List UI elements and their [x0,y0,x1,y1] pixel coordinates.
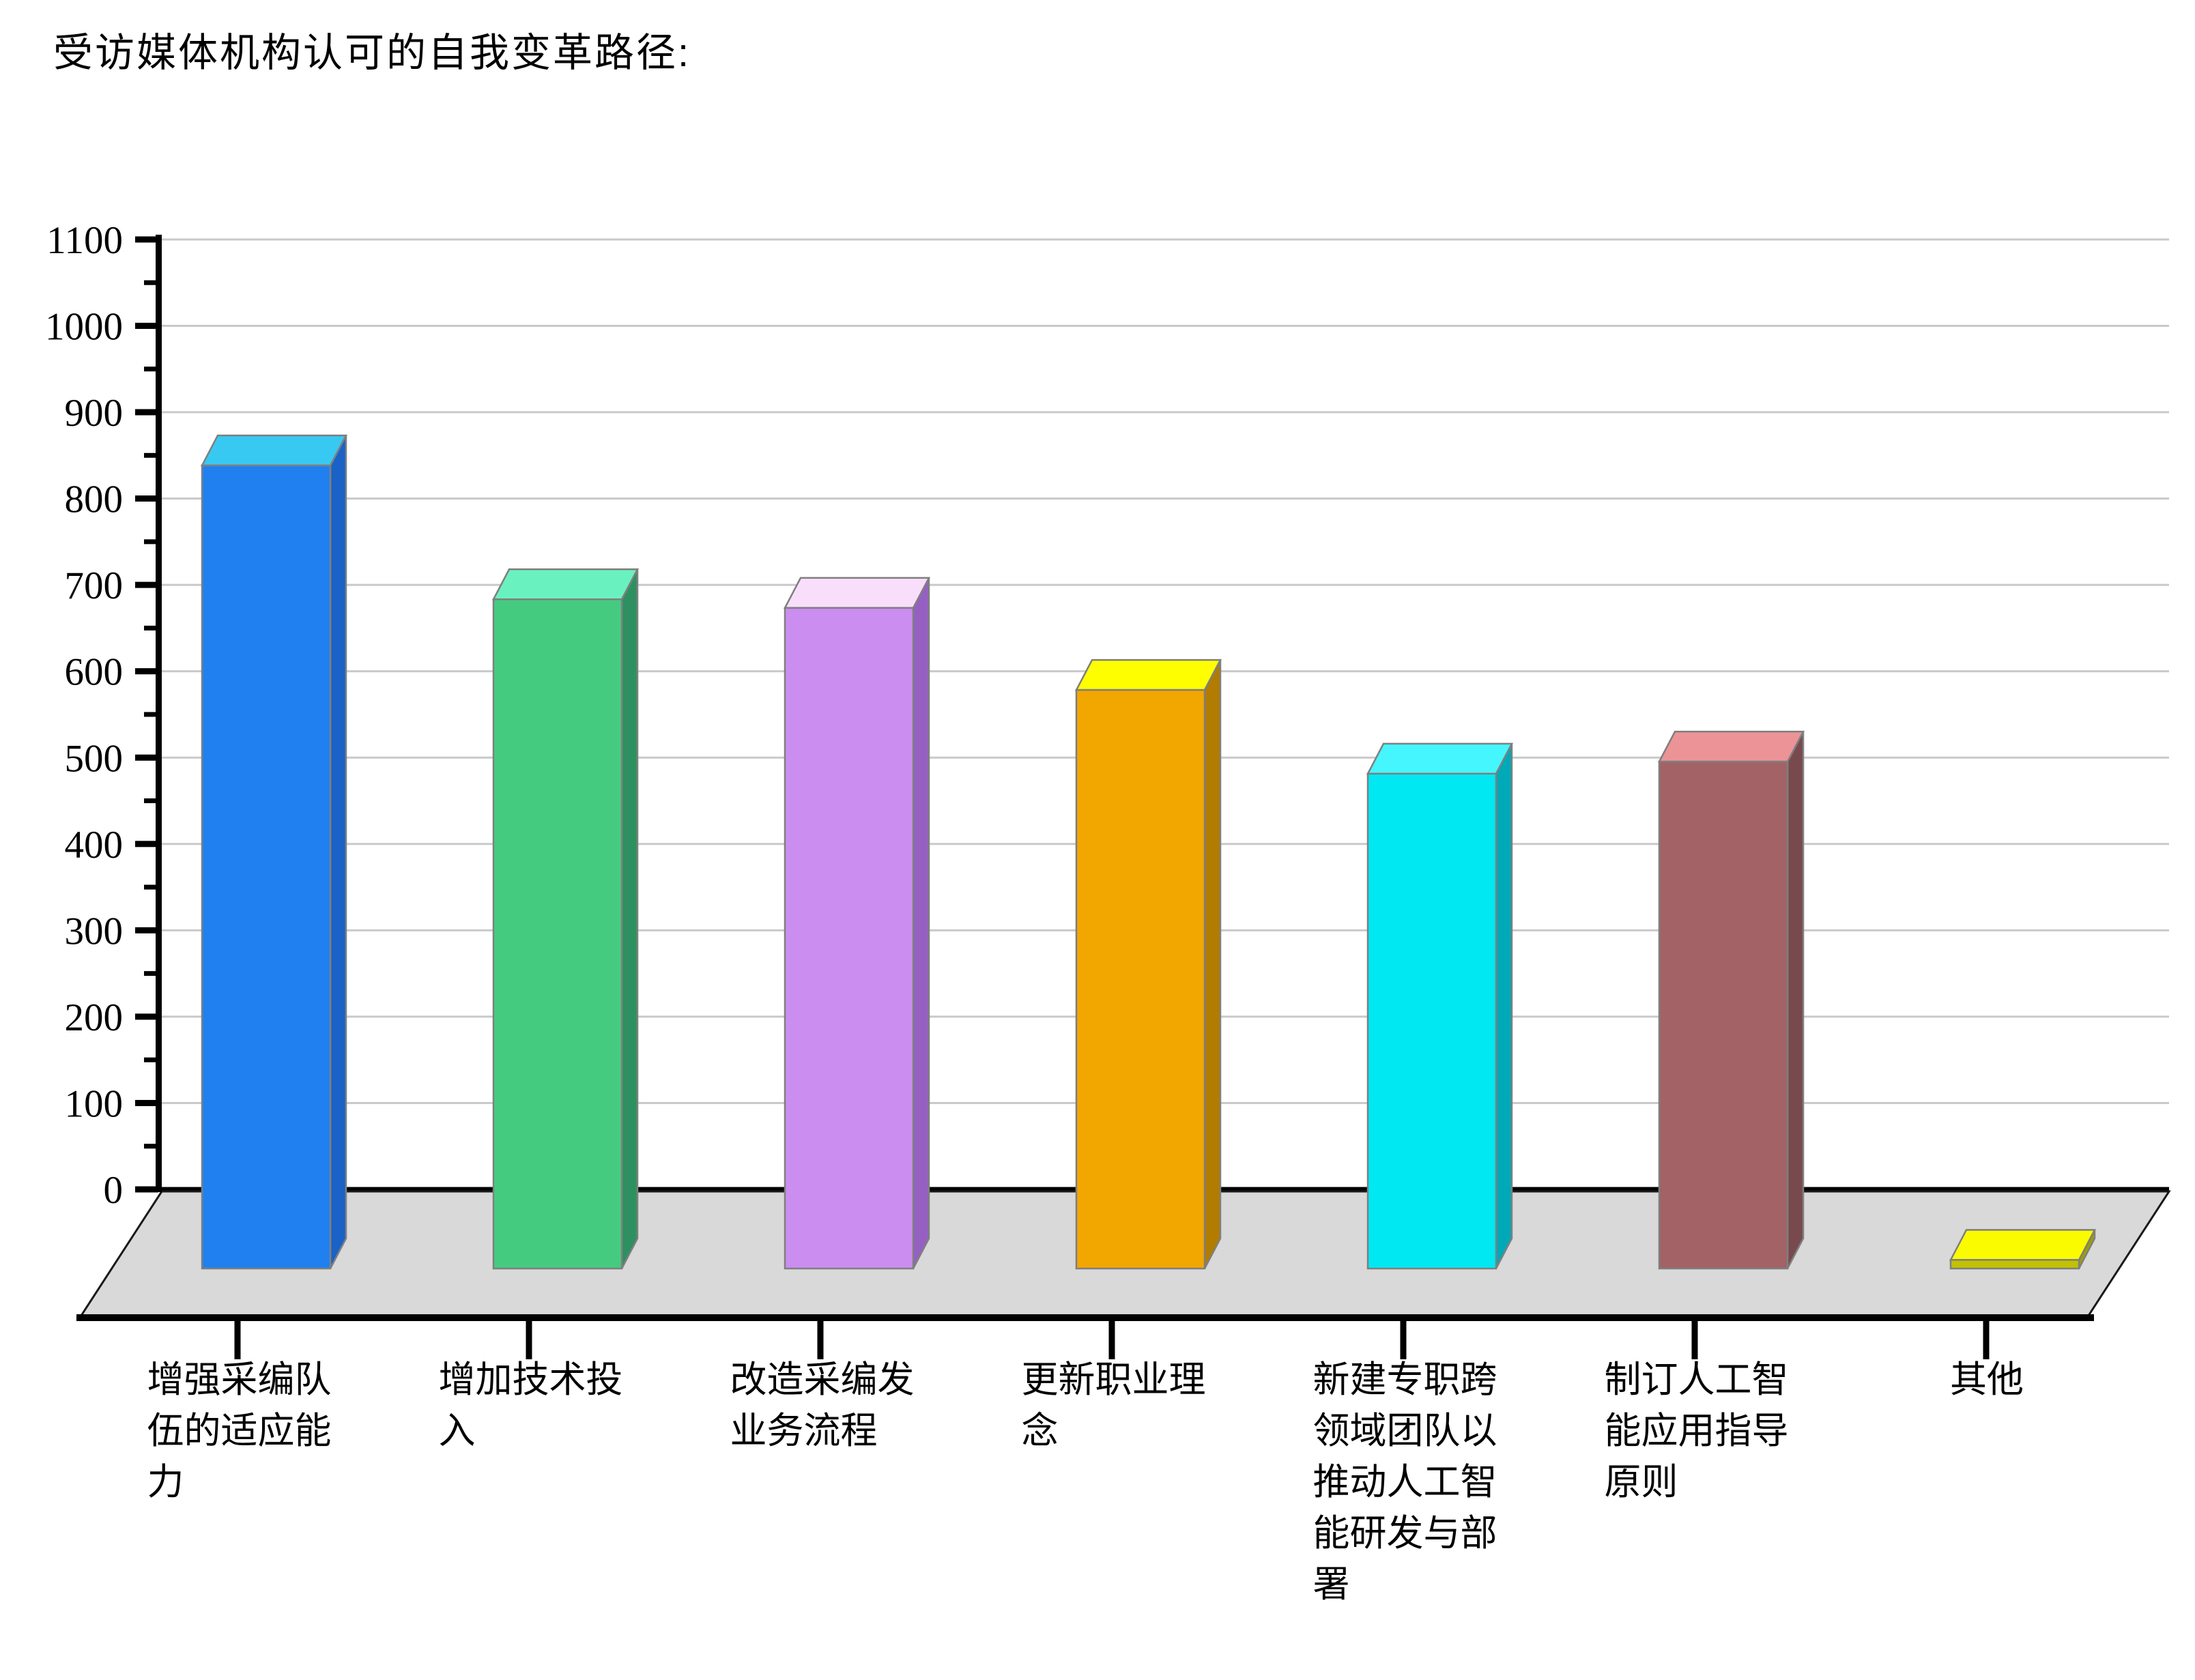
bar-front-face [1075,689,1206,1270]
y-tick-label: 200 [65,996,124,1039]
x-category-label: 制订人工智能应用指导原则 [1605,1359,1789,1503]
bar-top-face [1949,1229,2097,1261]
bar-side-face [1203,659,1222,1269]
x-category-label: 其他 [1950,1359,2024,1400]
y-minor-tick [144,971,158,976]
y-minor-tick [144,366,158,372]
x-category-label: 增加技术投入 [439,1359,623,1451]
y-minor-tick [144,452,158,458]
bar [491,568,640,1270]
bar-front-face [1658,760,1789,1270]
y-major-tick [135,1099,158,1106]
y-minor-tick [144,712,158,717]
y-tick-label: 1100 [46,219,123,262]
x-category-label: 新建专职跨领域团队以推动人工智能研发与部署 [1313,1359,1497,1605]
y-minor-tick [144,884,158,890]
y-major-tick [135,668,158,675]
bar [1657,730,1805,1270]
x-axis-line [76,1314,2094,1321]
bar-side-face [912,577,930,1269]
bar [200,434,348,1270]
y-tick-label: 0 [104,1169,124,1212]
y-tick-label: 400 [65,824,124,867]
x-category-label: 更新职业理念 [1022,1359,1206,1451]
gridline [162,583,2169,586]
bar [783,577,931,1270]
bar-side-face [620,568,639,1269]
y-minor-tick [144,798,158,804]
bar-front-face [784,607,915,1270]
x-category-tick [234,1321,241,1359]
y-minor-tick [144,280,158,285]
bar-front-face [201,464,332,1270]
x-category-tick [1108,1321,1115,1359]
gridline [162,238,2169,241]
bar-side-face [1495,743,1513,1269]
y-minor-tick [144,625,158,631]
x-category-label: 增强采编队伍的适应能力 [147,1359,332,1503]
bar [1366,742,1514,1270]
y-minor-tick [144,1057,158,1062]
x-category-tick [817,1321,824,1359]
y-major-tick [135,409,158,416]
y-major-tick [135,581,158,588]
y-major-tick [135,323,158,329]
y-minor-tick [144,539,158,545]
y-major-tick [135,1186,158,1193]
x-category-tick [1983,1321,1990,1359]
y-axis-line [156,234,162,1193]
y-tick-label: 600 [65,651,124,694]
x-category-label: 改造采编发业务流程 [730,1359,915,1451]
bar-top-face [200,434,348,467]
y-tick-label: 1000 [45,306,123,349]
x-category-tick [526,1321,532,1359]
y-tick-label: 100 [65,1082,124,1125]
bar-top-face [491,568,640,600]
y-tick-label: 700 [65,564,124,607]
y-major-tick [135,927,158,933]
x-category-tick [1691,1321,1698,1359]
bar [1949,1229,2097,1270]
bar-front-face [1949,1259,2080,1270]
bar-top-face [1366,742,1514,775]
y-minor-tick [144,1144,158,1149]
bar [1074,658,1222,1270]
y-major-tick [135,754,158,761]
y-tick-label: 900 [65,392,124,435]
y-tick-label: 300 [65,910,124,953]
bar-side-face [329,435,347,1269]
gridline [162,411,2169,414]
bar-top-face [1657,730,1805,763]
y-tick-label: 800 [65,478,124,521]
chart-title: 受访媒体机构认可的自我变革路径: [53,31,691,75]
y-major-tick [135,236,158,243]
gridline [162,325,2169,327]
bar-front-face [1366,772,1497,1270]
y-major-tick [135,1013,158,1020]
gridline [162,497,2169,500]
y-major-tick [135,495,158,502]
x-category-tick [1400,1321,1407,1359]
y-major-tick [135,841,158,848]
bar-top-face [783,577,931,609]
y-tick-label: 500 [65,737,124,780]
bar-side-face [1786,731,1805,1269]
bar-front-face [492,598,623,1270]
bar-top-face [1074,658,1222,691]
